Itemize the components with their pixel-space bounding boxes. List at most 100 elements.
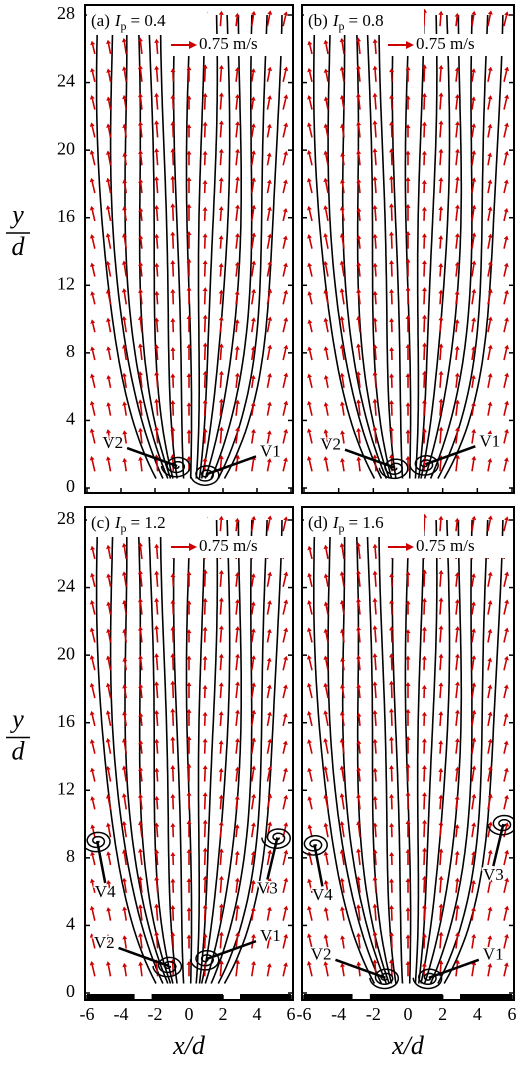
vector-shaft (91, 237, 96, 249)
vector-shaft (487, 769, 492, 782)
vector-head (251, 682, 257, 687)
vector-shaft (455, 575, 459, 587)
vector-head (89, 933, 95, 938)
vector-head (267, 849, 273, 855)
vector-head (267, 738, 273, 744)
vector-shaft (455, 685, 459, 699)
vector-head (106, 346, 112, 351)
vector-head (356, 570, 362, 575)
vector-head (170, 653, 176, 658)
vector-head (372, 570, 378, 575)
vector-head (339, 877, 345, 883)
vector-shaft (219, 852, 223, 866)
vector-head (306, 177, 312, 183)
vector-head (89, 122, 95, 127)
vector-shaft (155, 402, 159, 416)
vector-shaft (439, 68, 442, 82)
vector-head (421, 962, 427, 967)
vector-shaft (235, 180, 239, 194)
y-tick-label: 16 (57, 206, 75, 226)
scale-label: 0.75 m/s (199, 536, 258, 555)
vector-head (122, 599, 128, 605)
vector-head (307, 767, 313, 773)
vector-head (89, 150, 95, 155)
vector-shaft (439, 347, 442, 361)
vector-head (170, 793, 176, 798)
vector-head (503, 712, 509, 718)
title-rest: = 1.6 (349, 513, 384, 532)
vector-head (283, 571, 289, 576)
vector-head (471, 737, 477, 742)
vector-head (454, 904, 460, 909)
vector-shaft (155, 574, 159, 587)
vector-head (202, 738, 208, 743)
vector-shaft (266, 939, 271, 949)
vector-shaft (503, 320, 508, 333)
vector-shaft (325, 72, 329, 82)
vortex-label: V2 (320, 435, 341, 454)
vector-shaft (91, 323, 96, 333)
vector-head (138, 932, 144, 938)
vector-shaft (487, 661, 491, 671)
vector-head (218, 931, 224, 936)
vector-shaft (325, 965, 329, 977)
vector-shaft (308, 266, 313, 277)
vector-shaft (203, 796, 207, 810)
vector-shaft (325, 100, 329, 110)
vector-shaft (266, 910, 271, 921)
vector-head (471, 177, 477, 182)
vector-head (454, 319, 460, 324)
vortex-label: V4 (95, 882, 116, 901)
vector-shaft (324, 686, 329, 699)
vector-head (405, 571, 411, 576)
vector-shaft (341, 41, 345, 55)
vector-head (421, 684, 427, 689)
leader-line (428, 958, 480, 979)
vector-shaft (455, 322, 458, 333)
vector-shaft (325, 577, 329, 587)
vector-shaft (341, 546, 345, 560)
vector-head (90, 545, 96, 551)
vector-head (438, 682, 444, 687)
y-tick-label: 20 (57, 138, 75, 158)
vector-shaft (487, 156, 491, 166)
vector-head (283, 122, 289, 128)
vector-head (234, 93, 240, 99)
vector-shaft (156, 266, 159, 277)
vector-head (250, 851, 256, 856)
vector-shaft (455, 458, 459, 472)
vector-shaft (123, 632, 128, 643)
vector-head (503, 684, 509, 689)
vector-head (202, 150, 208, 155)
vector-head (389, 878, 395, 883)
vector-shaft (439, 293, 442, 305)
vector-head (372, 903, 378, 908)
vector-head (372, 625, 378, 630)
vector-shaft (341, 98, 345, 110)
vector-head (234, 572, 240, 577)
vector-shaft (91, 631, 96, 643)
vector-shaft (455, 236, 459, 249)
vector-shaft (439, 320, 442, 333)
vector-head (471, 123, 477, 128)
vector-head (170, 599, 176, 604)
vector-head (372, 543, 378, 548)
vector-shaft (487, 939, 491, 949)
y-axis-label-num: y (9, 200, 24, 229)
vector-head (487, 95, 493, 100)
vector-head (339, 599, 345, 605)
vector-shaft (250, 964, 255, 977)
vector-head (438, 903, 444, 908)
vector-head (250, 346, 256, 351)
vector-shaft (455, 97, 459, 110)
vector-shaft (139, 630, 143, 643)
vector-shaft (107, 127, 112, 138)
vector-head (471, 709, 477, 715)
vector-shaft (250, 883, 254, 893)
vector-shaft (155, 124, 159, 138)
vector-shaft (250, 519, 255, 532)
vector-shaft (308, 98, 313, 110)
vector-shaft (503, 70, 508, 82)
vector-head (438, 931, 444, 936)
x-tick-label: 0 (185, 1004, 194, 1024)
